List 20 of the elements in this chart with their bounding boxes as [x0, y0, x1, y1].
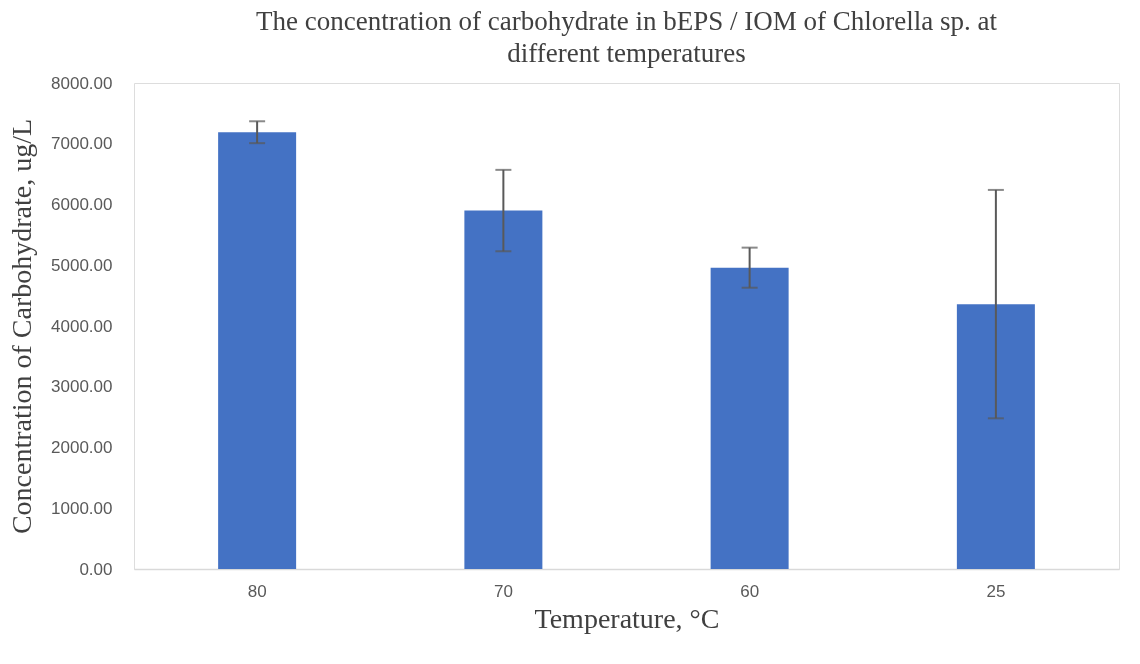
chart-title: The concentration of carbohydrate in bEPS / IOM of Chlorella sp. at different temperatures	[256, 6, 998, 68]
y-tick-label: 6000.00	[51, 195, 113, 214]
bar	[710, 267, 789, 569]
bar	[956, 304, 1035, 569]
bar	[464, 210, 543, 569]
x-tick-label: 25	[986, 581, 1006, 601]
y-tick-label: 5000.00	[51, 255, 113, 275]
y-tick-label: 3000.00	[51, 377, 113, 397]
x-tick-label: 70	[493, 581, 513, 601]
y-axis-title: Concentration of Carbohydrate, ug/L	[6, 118, 38, 535]
y-tick-label: 4000.00	[51, 316, 113, 336]
y-tick-label: 0.00	[79, 559, 113, 579]
y-tick-label: 1000.00	[51, 498, 113, 518]
x-axis-title: Temperature, °C	[534, 602, 720, 634]
x-tick-label: 80	[247, 581, 267, 601]
y-tick-label: 8000.00	[51, 73, 113, 93]
y-tick-label: 7000.00	[51, 134, 113, 154]
y-tick-label: 2000.00	[51, 438, 113, 457]
x-tick-label: 60	[740, 581, 760, 601]
bar	[218, 132, 297, 569]
